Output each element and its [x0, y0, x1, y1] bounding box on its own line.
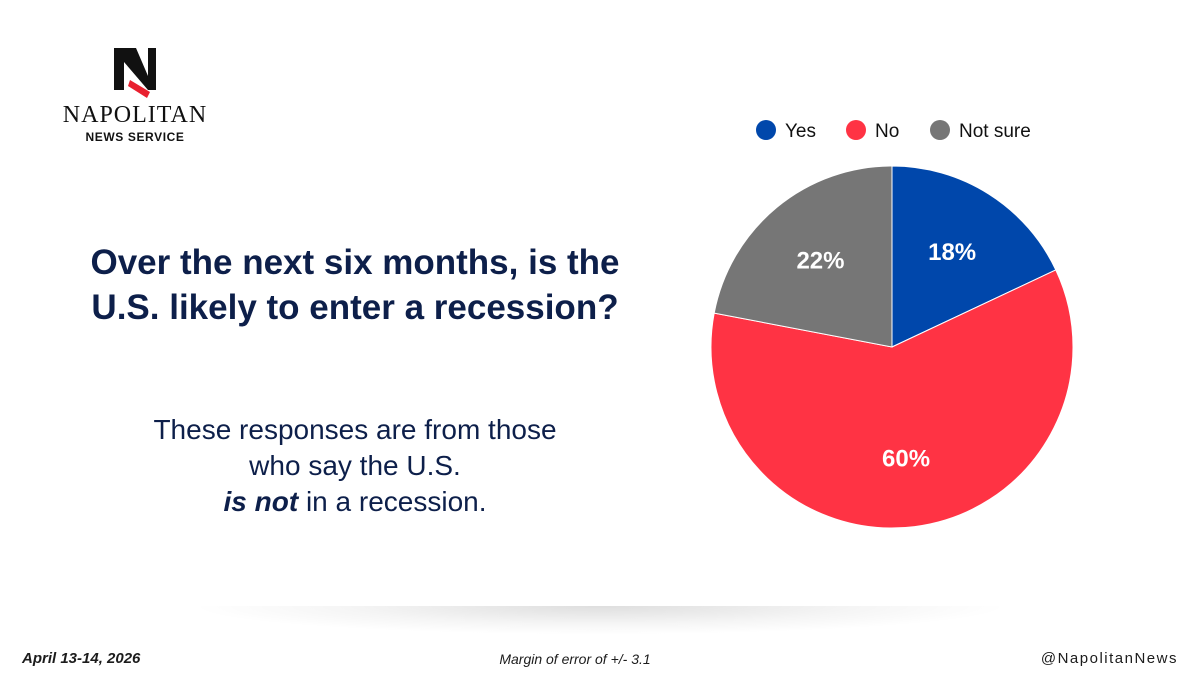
- data-label-not-sure: 22%: [796, 248, 844, 275]
- poll-question: Over the next six months, is the U.S. li…: [90, 243, 620, 327]
- data-label-yes: 18%: [928, 239, 976, 266]
- subtext-line-1: These responses are from those: [153, 414, 557, 445]
- logo-mark-icon: [114, 48, 156, 98]
- pie-slice-yes: [891, 165, 1057, 348]
- subtext-line-2: who say the U.S.: [249, 450, 461, 481]
- legend-label-not-sure: Not sure: [959, 121, 1031, 142]
- brand-subname: NEWS SERVICE: [85, 130, 185, 144]
- data-label-no: 60%: [882, 445, 930, 472]
- survey-date: April 13-14, 2026: [22, 650, 141, 667]
- brand-name: NAPOLITAN: [62, 102, 208, 128]
- subtext-tail: in a recession.: [298, 486, 487, 517]
- margin-of-error: Margin of error of +/- 3.1: [499, 651, 651, 667]
- legend-marker-yes: [756, 120, 776, 140]
- poll-subtext: These responses are from those who say t…: [90, 412, 620, 520]
- legend-marker-not-sure: [930, 120, 950, 140]
- social-handle: @NapolitanNews: [1040, 650, 1178, 667]
- legend-label-no: No: [875, 121, 899, 142]
- decorative-shadow: [200, 606, 1000, 634]
- legend-marker-no: [846, 120, 866, 140]
- subtext-emphasis: is not: [223, 486, 299, 517]
- pie-slice-not-sure: [713, 165, 893, 348]
- pie-slice-no: [710, 269, 1074, 529]
- legend-label-yes: Yes: [785, 121, 816, 142]
- pie-chart: Yes No Not sure 18% 60% 22%: [710, 120, 1074, 529]
